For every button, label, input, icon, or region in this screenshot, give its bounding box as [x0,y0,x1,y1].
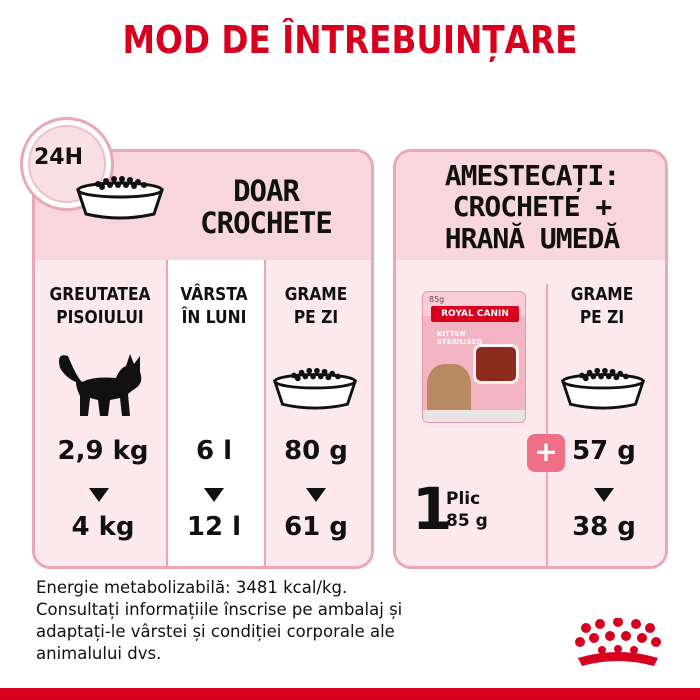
mixed-feeding-heading: AMESTECAȚI: CROCHETE + HRANĂ UMEDĂ [396,160,668,254]
weight-to-value: 4 kg [71,512,135,542]
mixed-grams-label-line2: PE ZI [579,307,625,329]
age-months-label: VÂRSTA ÎN LUNI [172,283,256,329]
pouch-count-label: Plic 85 g [446,488,488,532]
mixed-panel-header [396,152,665,260]
footnote-line1: Energie metabolizabilă: 3481 kcal/kg. [36,578,348,597]
clock-icon [20,117,114,211]
pouch-count-unit: Plic [446,489,481,509]
age-from-value: 6 l [195,436,233,466]
kibble-bowl-icon [560,367,646,410]
bottom-brand-bar [0,688,700,700]
grams-per-day-label-line1: GRAME [284,284,348,305]
pouch-count-weight: 85 g [446,511,488,532]
pouch-food-dish-image [473,344,519,384]
page-title: MOD DE ÎNTREBUINȚARE [122,18,578,62]
age-column-background [168,260,264,566]
mixed-grams-to-value: 38 g [572,512,636,542]
age-to-value: 12 l [186,512,242,542]
clock-label: 24H [34,145,84,170]
down-arrow-icon [204,488,224,502]
mixed-heading-line2: CROCHETE + [452,190,613,224]
kitten-weight-label-line2: PISOIULUI [56,307,144,329]
footnote-line3: adaptați-le vârstei și condiției corpora… [36,622,395,642]
grams-from-value: 80 g [284,436,348,466]
kitten-icon [59,354,142,416]
plus-icon: + [527,434,565,472]
age-months-label-line2: ÎN LUNI [181,307,247,329]
footnote: Energie metabolizabilă: 3481 kcal/kg. Co… [36,577,456,665]
pouch-variant-line2: STERILISED [437,338,483,347]
pouch-kitten-image [427,364,471,414]
footnote-line4: animalului dvs. [36,644,162,664]
down-arrow-icon [89,488,109,502]
mixed-grams-from-value: 57 g [572,436,636,466]
column-divider [166,260,168,566]
column-divider [546,284,548,566]
grams-per-day-label: GRAME PE ZI [272,283,360,329]
wet-food-pouch-icon: 85g ROYAL CANIN KITTEN STERILISED [422,291,526,423]
dry-food-heading: DOAR CROCHETE [166,175,366,240]
kibble-bowl-icon [272,367,358,410]
pouch-variant: KITTEN STERILISED [437,330,483,347]
kitten-weight-label: GREUTATEA PISOIULUI [40,283,160,329]
footnote-line2: Consultați informațiile înscrise pe amba… [36,600,403,620]
pouch-weight: 85g [429,295,445,304]
dry-food-only-panel [32,149,374,569]
pouch-bottom-strip [423,410,525,422]
mixed-heading-line3: HRANĂ UMEDĂ [444,221,620,255]
faded-background-text [0,68,360,114]
pouch-brand: ROYAL CANIN [431,306,519,322]
mixed-heading-line1: AMESTECAȚI: [444,159,620,192]
kitten-weight-label-line1: GREUTATEA [49,284,151,305]
down-arrow-icon [306,488,326,502]
weight-from-value: 2,9 kg [57,436,149,466]
pouch-count: 1 [412,475,453,543]
grams-to-value: 61 g [284,512,348,542]
clock-face [28,125,106,203]
dry-food-heading-line2: CROCHETE [200,206,333,241]
pouch-variant-line1: KITTEN [437,330,466,338]
mixed-grams-per-day-label: GRAME PE ZI [557,283,646,329]
kibble-bowl-icon [76,176,164,220]
mixed-grams-label-line1: GRAME [570,284,634,305]
age-months-label-line1: VÂRSTA [180,284,248,305]
grams-per-day-label-line2: PE ZI [293,307,339,329]
royal-canin-crown-logo [575,618,661,666]
down-arrow-icon [594,488,614,502]
dry-food-heading-line1: DOAR [233,174,300,208]
column-divider [264,260,266,566]
